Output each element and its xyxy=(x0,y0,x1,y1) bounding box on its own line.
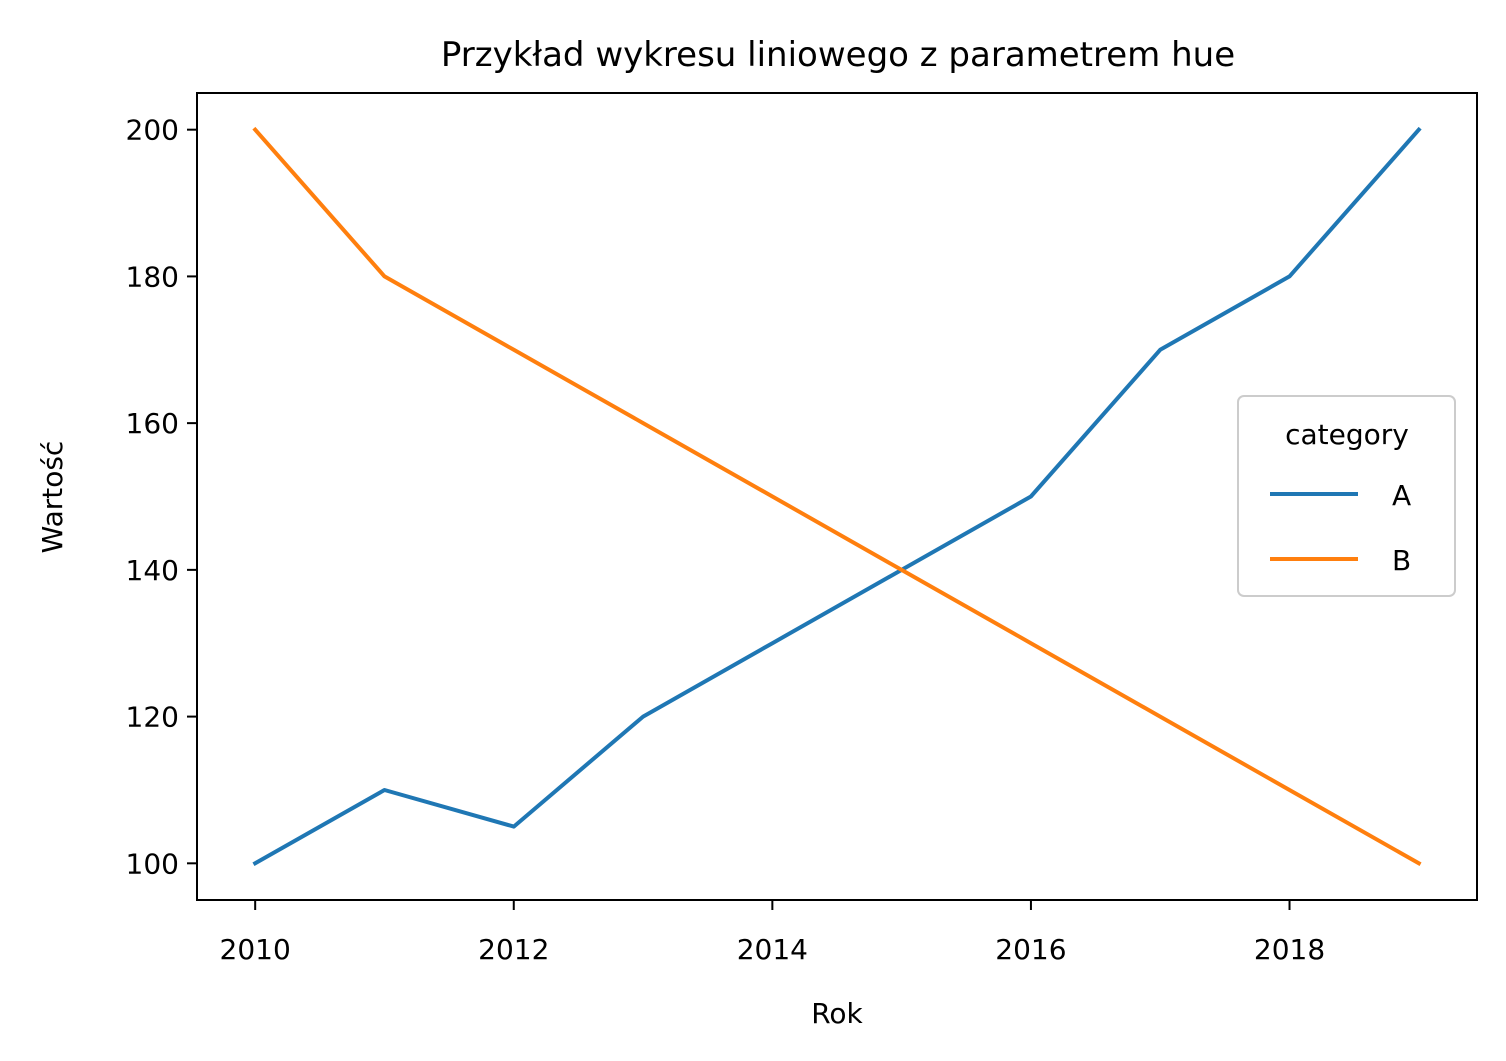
y-tick-label: 120 xyxy=(126,701,179,734)
x-axis-label: Rok xyxy=(811,997,863,1030)
y-tick-label: 180 xyxy=(126,260,179,293)
y-axis-ticks: 100 120 140 160 180 200 xyxy=(126,114,197,880)
y-tick-label: 140 xyxy=(126,554,179,587)
x-tick-label: 2010 xyxy=(220,933,291,966)
x-tick-label: 2014 xyxy=(737,933,808,966)
x-tick-label: 2018 xyxy=(1254,933,1325,966)
y-tick-label: 100 xyxy=(126,847,179,880)
series-line-b xyxy=(252,126,1422,867)
legend-items: AB xyxy=(1270,479,1411,577)
plot-frame xyxy=(196,92,1478,901)
legend-title: category xyxy=(1285,418,1409,451)
legend-label-b: B xyxy=(1392,544,1411,577)
x-tick-label: 2012 xyxy=(478,933,549,966)
x-axis-ticks: 2010 2012 2014 2016 2018 xyxy=(220,900,1325,966)
series-line-a xyxy=(252,126,1422,867)
series-layer xyxy=(252,126,1422,867)
chart-title: Przykład wykresu liniowego z parametrem … xyxy=(441,35,1235,75)
y-axis-label: Wartość xyxy=(36,441,69,554)
y-tick-label: 160 xyxy=(126,407,179,440)
legend: category AB xyxy=(1237,395,1456,597)
y-tick-label: 200 xyxy=(126,114,179,147)
x-tick-label: 2016 xyxy=(995,933,1066,966)
legend-label-a: A xyxy=(1392,479,1411,512)
